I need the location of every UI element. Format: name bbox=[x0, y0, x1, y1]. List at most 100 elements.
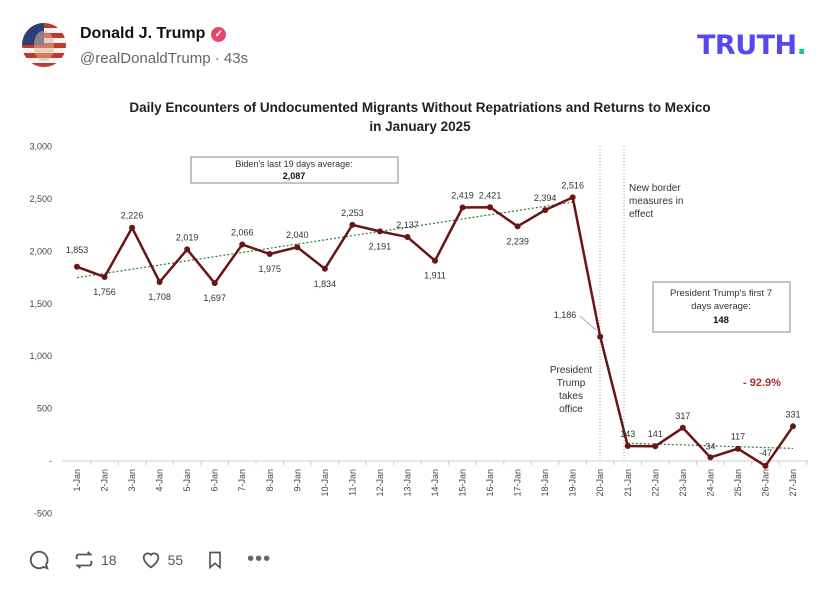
takes-office-note: takes bbox=[559, 391, 583, 402]
repost-button[interactable]: 18 bbox=[72, 549, 117, 571]
x-tick-label: 14-Jan bbox=[430, 469, 440, 497]
data-point bbox=[129, 224, 136, 231]
data-point bbox=[734, 445, 741, 452]
x-tick-label: 4-Jan bbox=[155, 469, 165, 492]
like-button[interactable]: 55 bbox=[139, 549, 184, 571]
more-icon: ••• bbox=[247, 548, 272, 570]
data-point bbox=[679, 424, 686, 431]
y-tick-label: 1,000 bbox=[29, 351, 52, 361]
biden-average-box bbox=[190, 156, 399, 184]
takes-office-note: President bbox=[550, 365, 592, 376]
trump-average-label: days average: bbox=[691, 301, 751, 312]
trendline bbox=[76, 201, 573, 279]
comment-icon bbox=[29, 550, 49, 570]
bookmark-icon bbox=[209, 551, 221, 569]
data-point bbox=[74, 263, 80, 270]
data-point bbox=[266, 251, 273, 258]
takes-office-note: office bbox=[559, 404, 583, 415]
repost-icon bbox=[75, 550, 93, 569]
data-point bbox=[294, 244, 301, 251]
takes-office-note: Trump bbox=[557, 378, 586, 389]
chart-title-line2: in January 2025 bbox=[369, 119, 471, 134]
data-point bbox=[487, 204, 494, 211]
data-label: 2,226 bbox=[121, 211, 144, 221]
border-measures-note: measures in bbox=[629, 196, 683, 207]
data-point bbox=[514, 223, 521, 230]
data-point bbox=[404, 234, 411, 241]
data-point bbox=[432, 257, 438, 264]
data-label: 2,421 bbox=[479, 190, 502, 200]
x-tick-label: 26-Jan bbox=[760, 469, 770, 497]
x-tick-label: 16-Jan bbox=[485, 469, 495, 497]
verified-check-icon: ✓ bbox=[211, 26, 227, 42]
x-tick-label: 13-Jan bbox=[402, 469, 412, 497]
data-point bbox=[762, 462, 769, 469]
chart-title: Daily Encounters of Undocumented Migrant… bbox=[0, 98, 840, 136]
data-label: 1,834 bbox=[314, 279, 337, 289]
data-label: 2,019 bbox=[176, 232, 199, 242]
x-tick-label: 19-Jan bbox=[568, 469, 578, 497]
x-tick-label: 5-Jan bbox=[182, 469, 192, 492]
data-point bbox=[184, 246, 191, 253]
heart-icon bbox=[142, 552, 159, 568]
x-tick-label: 22-Jan bbox=[650, 469, 660, 497]
author-handle-time: @realDonaldTrump · 43s bbox=[80, 50, 249, 67]
like-count: 55 bbox=[167, 551, 184, 568]
x-tick-label: 7-Jan bbox=[237, 469, 247, 492]
x-tick-label: 11-Jan bbox=[347, 469, 357, 496]
data-label: 143 bbox=[620, 429, 635, 439]
data-point bbox=[239, 241, 246, 248]
x-tick-label: 21-Jan bbox=[623, 469, 633, 497]
data-label: 141 bbox=[648, 429, 663, 439]
x-tick-label: 24-Jan bbox=[705, 469, 715, 497]
x-tick-label: 8-Jan bbox=[265, 469, 275, 492]
x-tick-label: 6-Jan bbox=[210, 469, 220, 492]
data-point bbox=[156, 279, 163, 286]
data-point bbox=[376, 228, 383, 235]
data-label: 2,066 bbox=[231, 227, 254, 237]
data-label: 1,186 bbox=[554, 310, 577, 320]
data-label: 1,708 bbox=[148, 292, 171, 302]
data-label: 1,975 bbox=[259, 264, 282, 274]
data-point bbox=[790, 423, 796, 430]
x-tick-label: 27-Jan bbox=[788, 469, 798, 497]
author-name[interactable]: Donald J. Trump ✓ bbox=[80, 25, 227, 43]
x-tick-label: 23-Jan bbox=[678, 469, 688, 497]
x-tick-label: 1-Jan bbox=[72, 469, 82, 492]
data-label: 1,697 bbox=[203, 293, 226, 303]
x-tick-label: 18-Jan bbox=[540, 469, 550, 497]
trump-average-box bbox=[652, 281, 791, 333]
x-tick-label: 9-Jan bbox=[292, 469, 302, 492]
x-tick-label: 10-Jan bbox=[320, 469, 330, 497]
x-tick-label: 25-Jan bbox=[733, 469, 743, 497]
y-tick-label: -500 bbox=[34, 508, 52, 518]
border-measures-note: effect bbox=[629, 209, 653, 220]
data-label: 2,040 bbox=[286, 230, 309, 240]
data-point bbox=[349, 221, 356, 228]
data-label: 317 bbox=[675, 411, 690, 421]
biden-average-label: Biden's last 19 days average: bbox=[235, 159, 352, 169]
data-point bbox=[569, 194, 576, 201]
data-label: 2,191 bbox=[369, 241, 392, 251]
y-tick-label: 2,500 bbox=[29, 194, 52, 204]
bookmark-button[interactable] bbox=[205, 549, 225, 571]
data-point bbox=[211, 280, 218, 287]
data-label: 1,911 bbox=[424, 271, 446, 281]
data-label: 117 bbox=[731, 432, 745, 442]
reply-button[interactable] bbox=[28, 549, 50, 571]
leader-line bbox=[579, 315, 597, 331]
author-name-text: Donald J. Trump bbox=[80, 25, 206, 42]
trendline bbox=[627, 442, 794, 450]
data-label: 1,756 bbox=[93, 287, 116, 297]
data-point bbox=[624, 443, 631, 450]
x-tick-label: 20-Jan bbox=[595, 469, 605, 497]
data-label: 2,516 bbox=[561, 180, 584, 190]
data-label: 2,394 bbox=[534, 193, 557, 203]
y-tick-label: 2,000 bbox=[29, 246, 52, 256]
data-point bbox=[459, 204, 466, 211]
data-label: 2,137 bbox=[396, 220, 419, 230]
y-tick-label: 500 bbox=[37, 404, 52, 414]
avatar[interactable] bbox=[22, 23, 66, 67]
more-button[interactable]: ••• bbox=[247, 548, 271, 571]
